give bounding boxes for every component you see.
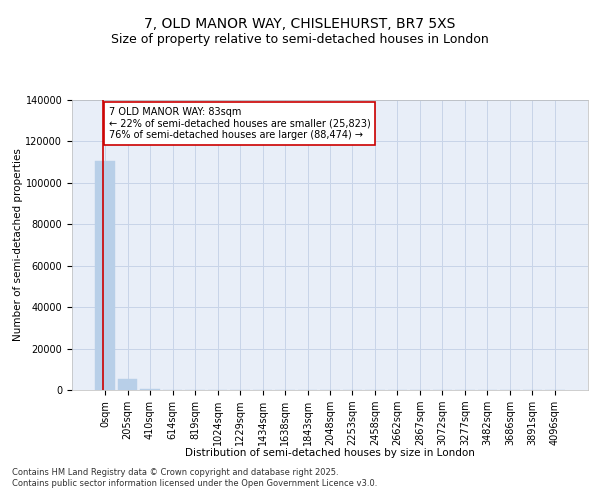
Text: 7, OLD MANOR WAY, CHISLEHURST, BR7 5XS: 7, OLD MANOR WAY, CHISLEHURST, BR7 5XS (145, 18, 455, 32)
Text: Contains HM Land Registry data © Crown copyright and database right 2025.
Contai: Contains HM Land Registry data © Crown c… (12, 468, 377, 487)
X-axis label: Distribution of semi-detached houses by size in London: Distribution of semi-detached houses by … (185, 448, 475, 458)
Y-axis label: Number of semi-detached properties: Number of semi-detached properties (13, 148, 23, 342)
Text: 7 OLD MANOR WAY: 83sqm
← 22% of semi-detached houses are smaller (25,823)
76% of: 7 OLD MANOR WAY: 83sqm ← 22% of semi-det… (109, 108, 371, 140)
Text: Size of property relative to semi-detached houses in London: Size of property relative to semi-detach… (111, 32, 489, 46)
Bar (118, 379, 137, 390)
Bar (95, 161, 115, 390)
